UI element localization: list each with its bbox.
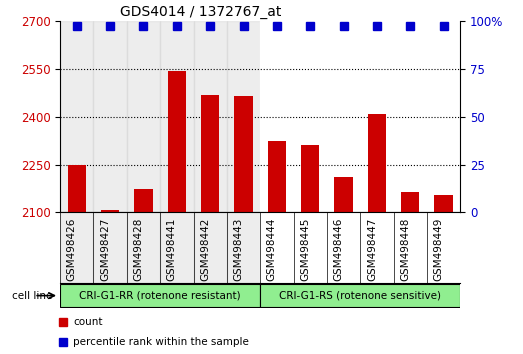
Text: GSM498428: GSM498428 — [133, 218, 143, 281]
Bar — [360, 21, 393, 212]
Text: GSM498448: GSM498448 — [400, 218, 410, 281]
Text: GSM498443: GSM498443 — [234, 218, 244, 281]
Text: GSM498446: GSM498446 — [334, 218, 344, 281]
Bar — [227, 21, 260, 212]
Bar — [394, 21, 427, 212]
Bar — [168, 71, 186, 212]
Bar — [334, 177, 353, 212]
Bar — [427, 212, 460, 283]
Bar — [194, 21, 227, 212]
Bar — [268, 141, 286, 212]
Bar — [327, 212, 360, 283]
Bar — [127, 212, 160, 283]
Bar — [94, 21, 127, 212]
Text: GSM498449: GSM498449 — [434, 218, 444, 281]
Text: GSM498447: GSM498447 — [367, 218, 377, 281]
Text: cell line: cell line — [12, 291, 52, 301]
Bar — [301, 145, 320, 212]
Bar — [368, 114, 386, 212]
Bar — [134, 189, 153, 212]
Bar — [293, 21, 327, 212]
FancyBboxPatch shape — [60, 284, 260, 308]
Bar — [327, 21, 360, 212]
Bar — [360, 212, 393, 283]
Text: GSM498427: GSM498427 — [100, 218, 110, 281]
Bar — [194, 212, 227, 283]
Bar — [160, 21, 194, 212]
Text: GSM498426: GSM498426 — [67, 218, 77, 281]
Text: GSM498445: GSM498445 — [300, 218, 310, 281]
Bar — [67, 165, 86, 212]
Bar — [201, 95, 219, 212]
Bar — [160, 212, 194, 283]
Bar — [260, 21, 293, 212]
Bar — [427, 21, 460, 212]
Bar — [234, 96, 253, 212]
Bar — [60, 212, 94, 283]
Bar — [293, 212, 327, 283]
Text: GSM498441: GSM498441 — [167, 218, 177, 281]
Bar — [101, 210, 119, 212]
Text: CRI-G1-RS (rotenone sensitive): CRI-G1-RS (rotenone sensitive) — [279, 291, 441, 301]
Text: count: count — [73, 318, 103, 327]
Bar — [260, 212, 293, 283]
Text: percentile rank within the sample: percentile rank within the sample — [73, 337, 249, 347]
Bar — [60, 21, 94, 212]
Text: GSM498444: GSM498444 — [267, 218, 277, 281]
FancyBboxPatch shape — [260, 284, 460, 308]
Text: GSM498442: GSM498442 — [200, 218, 210, 281]
Bar — [127, 21, 160, 212]
Text: CRI-G1-RR (rotenone resistant): CRI-G1-RR (rotenone resistant) — [79, 291, 241, 301]
Bar — [394, 212, 427, 283]
Bar — [227, 212, 260, 283]
Text: GDS4014 / 1372767_at: GDS4014 / 1372767_at — [120, 5, 281, 19]
Bar — [94, 212, 127, 283]
Bar — [435, 195, 453, 212]
Bar — [401, 192, 419, 212]
